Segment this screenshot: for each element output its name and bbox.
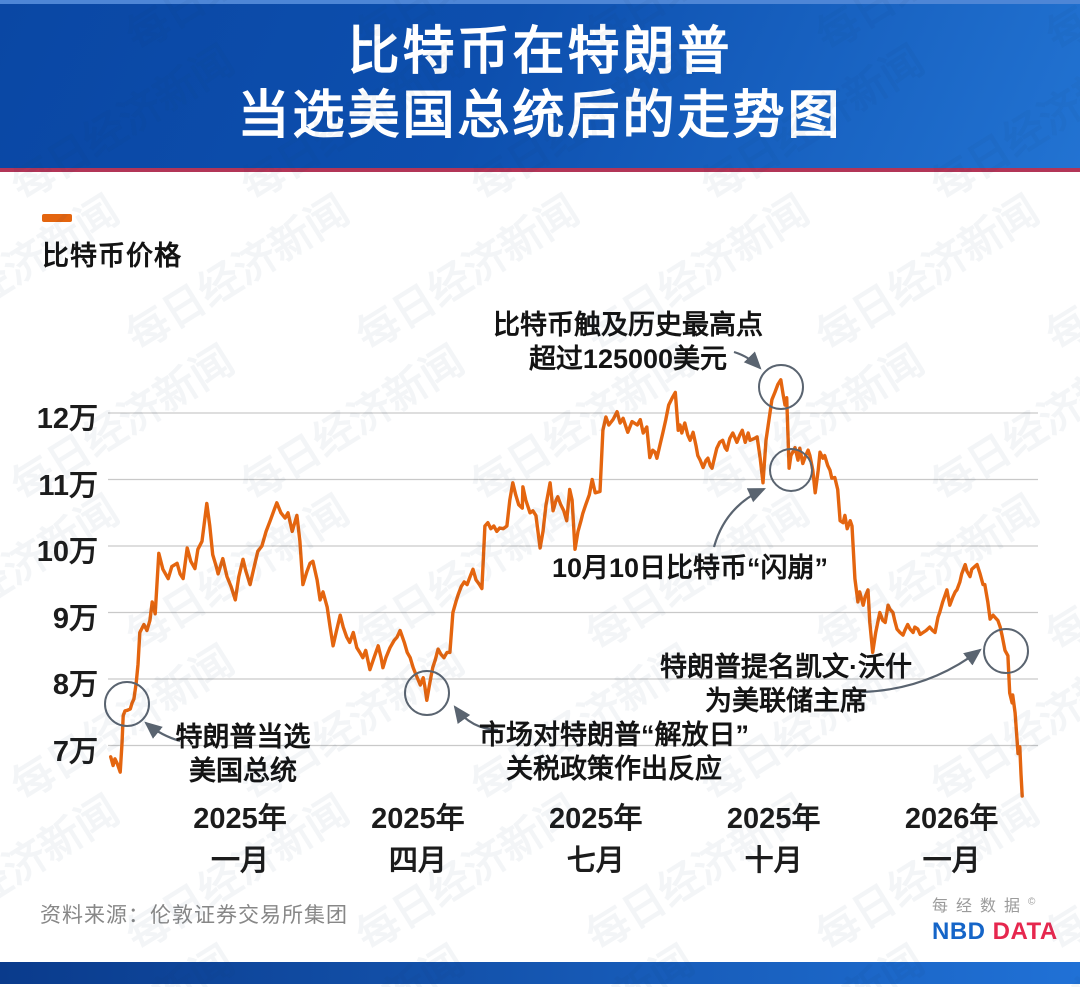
nbd-logo-nbd: NBD <box>932 918 986 945</box>
nbd-data-logo: 每经数据© NBD DATA <box>932 892 1058 946</box>
bitcoin-price-line <box>108 378 1024 798</box>
annotation-arrow-warsh <box>861 648 982 694</box>
red-divider <box>0 168 1080 172</box>
nbd-logo-cn-text: 每经数据 <box>932 898 1029 915</box>
copyright-mark: © <box>1028 896 1036 908</box>
nbd-logo-english: NBD DATA <box>932 918 1058 946</box>
nbd-logo-chinese: 每经数据© <box>932 892 1058 916</box>
annotation-arrow-liberation-day <box>453 705 499 732</box>
nbd-logo-data: DATA <box>992 918 1058 945</box>
annotation-circle-ath <box>758 364 804 410</box>
page-title-line-1: 比特币在特朗普 <box>347 23 733 81</box>
legend-line-swatch <box>42 214 72 222</box>
annotation-circle-trump-elected <box>104 681 150 727</box>
legend: 比特币价格 <box>42 214 182 273</box>
annotation-circle-liberation-day <box>404 670 450 716</box>
footer-bar <box>0 962 1080 984</box>
source-note: 资料来源：伦敦证券交易所集团 <box>40 904 348 927</box>
annotation-circle-warsh <box>983 628 1029 674</box>
header-banner: 比特币在特朗普 当选美国总统后的走势图 <box>0 0 1080 168</box>
annotation-arrow-flash-crash <box>712 487 767 548</box>
legend-label: 比特币价格 <box>42 241 182 271</box>
annotation-arrow-ath <box>733 350 762 370</box>
annotation-arrow-trump-elected <box>144 721 181 743</box>
annotation-circle-flash-crash <box>769 448 813 492</box>
page-title-line-2: 当选美国总统后的走势图 <box>237 87 843 145</box>
banner-top-strip <box>0 0 1080 4</box>
